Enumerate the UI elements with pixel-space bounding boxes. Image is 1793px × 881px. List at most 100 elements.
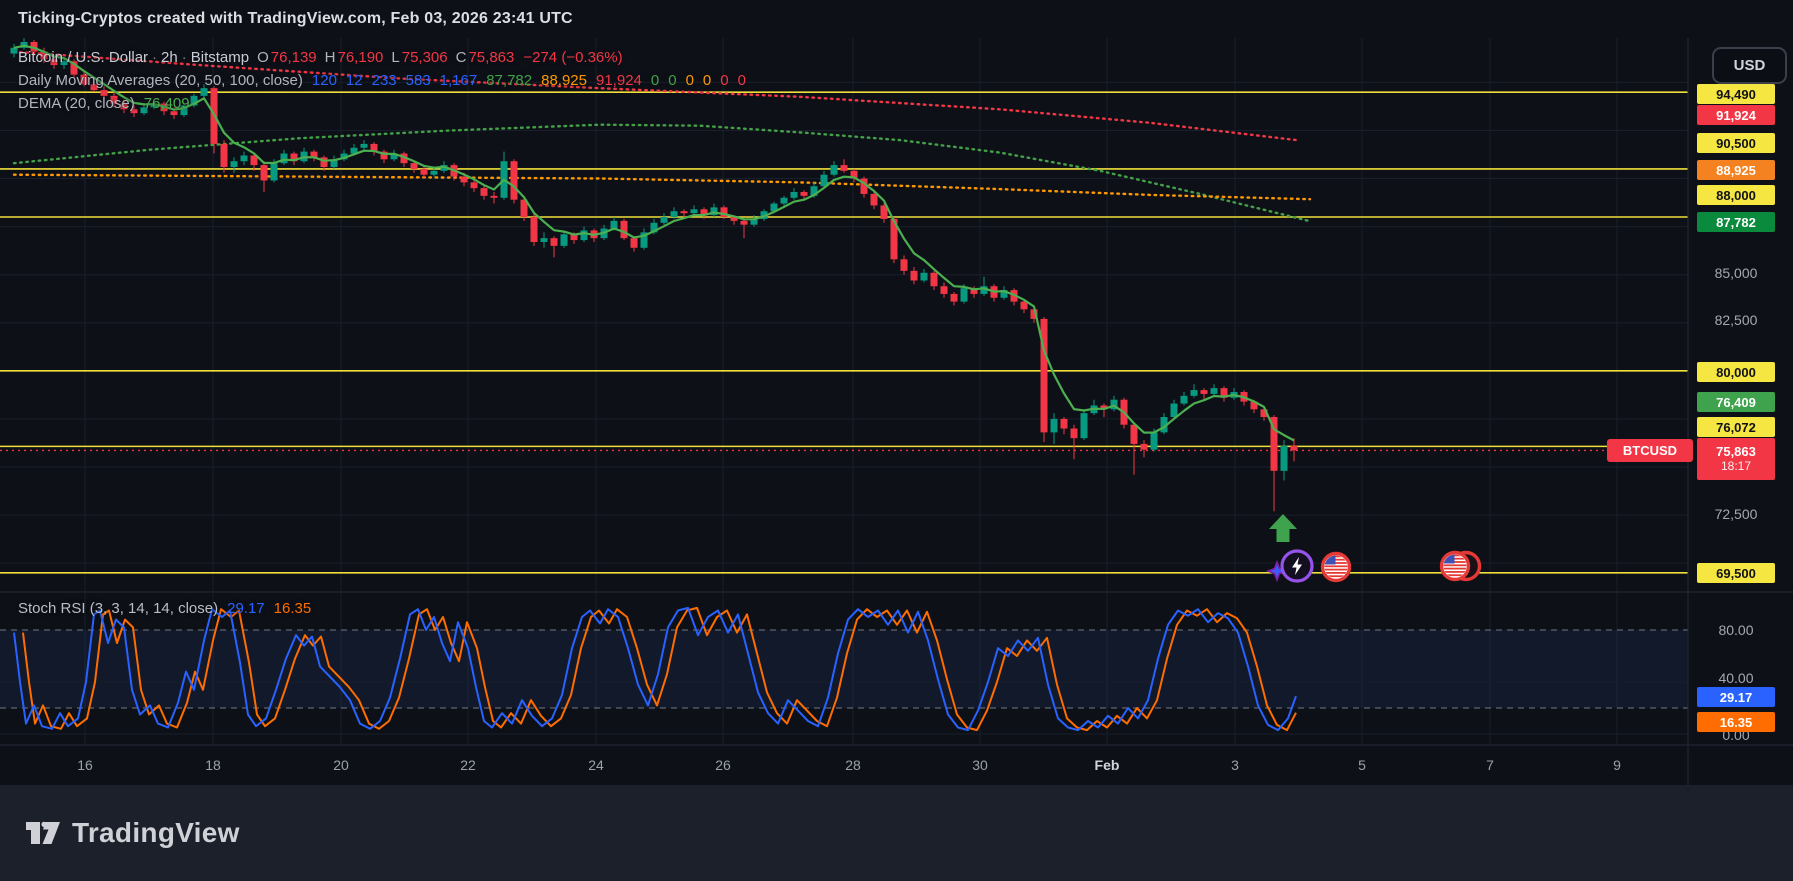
candle <box>890 218 898 260</box>
price-badge: 91,924 <box>1697 105 1775 125</box>
candle <box>650 222 658 233</box>
candle <box>250 155 258 166</box>
us-flag-icon <box>1443 557 1467 560</box>
ma-legend-row[interactable]: Daily Moving Averages (20, 50, 100, clos… <box>18 69 746 92</box>
tradingview-logo-icon <box>26 821 60 844</box>
lightning-event-icon[interactable] <box>1280 549 1314 583</box>
candle <box>710 207 718 216</box>
candle <box>560 234 568 246</box>
interval-label: 2h <box>161 49 178 66</box>
ma-value: 583 <box>405 72 431 89</box>
candle <box>1060 418 1068 429</box>
ma-value: 0 <box>702 72 712 89</box>
candle <box>1210 388 1218 394</box>
candle <box>1130 424 1138 444</box>
us-flag-icon <box>1324 565 1348 568</box>
candle <box>750 218 758 225</box>
candle <box>720 207 728 217</box>
candle <box>800 192 808 196</box>
us-flag-icon <box>1324 558 1348 561</box>
price-badge: 16.35 <box>1697 712 1775 732</box>
candle <box>540 238 548 242</box>
price-badge: 88,000 <box>1697 185 1775 205</box>
stoch-k-value: 29.17 <box>227 600 265 617</box>
candle <box>1150 432 1158 450</box>
candle <box>420 168 428 175</box>
candle <box>1030 309 1038 319</box>
ma-value: 233 <box>371 72 397 89</box>
ma-value: 88,925 <box>541 72 587 89</box>
us-flag-icon <box>1443 574 1467 577</box>
us-flag-icon <box>1324 572 1348 574</box>
candle <box>550 238 558 246</box>
candle <box>340 153 348 160</box>
candle <box>1110 399 1118 410</box>
candle <box>360 143 368 148</box>
candle <box>1100 405 1108 410</box>
ohlc-key: H <box>324 49 336 66</box>
candle <box>780 197 788 204</box>
stoch-rsi-legend[interactable]: Stoch RSI (3, 3, 14, 14, close) 29.17 16.3… <box>18 600 311 617</box>
candle <box>980 286 988 294</box>
candle <box>1070 428 1078 439</box>
us-flag-icon <box>1443 571 1467 573</box>
candle <box>470 182 478 189</box>
ma-value: 91,924 <box>596 72 642 89</box>
ohlc-value: 75,306 <box>401 49 448 66</box>
stoch-d-value: 16.35 <box>273 600 312 617</box>
candle <box>570 234 578 241</box>
time-scale-label: 18 <box>205 757 221 773</box>
stoch-study-label: Stoch RSI (3, 3, 14, 14, close) <box>18 600 219 617</box>
time-scale-label: 28 <box>845 757 861 773</box>
dema-legend-row[interactable]: DEMA (20, close) 76,409 <box>18 92 746 115</box>
candle <box>330 159 338 167</box>
price-scale-label: 40.00 <box>1718 670 1754 686</box>
currency-toggle-button[interactable]: USD <box>1712 47 1787 84</box>
ma-value: 120 <box>311 72 337 89</box>
candle <box>840 165 848 171</box>
ma-value: 0 <box>720 72 729 89</box>
price-badge: 94,490 <box>1697 84 1775 104</box>
stoch-k-line <box>13 606 1297 732</box>
ohlc-key: O <box>257 49 269 66</box>
candle <box>40 51 48 60</box>
candle <box>90 84 98 91</box>
candle <box>10 47 18 54</box>
candle <box>1250 401 1258 410</box>
ma-value: 0 <box>650 72 660 89</box>
ohlc-value: 76,139 <box>270 49 317 66</box>
economic-event-flag-icon[interactable] <box>1320 551 1352 583</box>
candle <box>380 151 388 160</box>
tradingview-brand[interactable]: TradingView <box>24 816 240 850</box>
us-flag-icon <box>1443 567 1467 570</box>
ma-value: 12 <box>345 72 363 89</box>
buy-arrow-marker[interactable] <box>1269 514 1297 542</box>
candle <box>140 107 148 114</box>
candle <box>510 161 518 200</box>
candle <box>1290 445 1298 451</box>
price-badge: 90,500 <box>1697 133 1775 153</box>
candle <box>480 188 488 196</box>
candle <box>1050 418 1058 433</box>
candle <box>680 211 688 214</box>
candle <box>270 163 278 181</box>
candle <box>230 161 238 167</box>
candle <box>280 153 288 164</box>
ma-value: 1,167 <box>439 72 478 89</box>
time-scale-label: 16 <box>77 757 93 773</box>
candle <box>370 143 378 152</box>
candle <box>490 195 498 198</box>
price-scale-label: 72,500 <box>1714 506 1758 522</box>
ohlc-value: 76,190 <box>337 49 384 66</box>
price-badge: 80,000 <box>1697 362 1775 382</box>
price-scale-label: 80.00 <box>1718 622 1754 638</box>
candle <box>1000 290 1008 298</box>
economic-event-flag-double-icon[interactable] <box>1439 550 1471 582</box>
candle <box>50 59 58 66</box>
ma-value: 0 <box>668 72 677 89</box>
symbol-legend-row[interactable]: Bitcoin / U.S. Dollar · 2h · Bitstamp O 76,139… <box>18 46 746 69</box>
candle <box>930 272 938 287</box>
candle <box>170 111 178 116</box>
candle <box>430 170 438 175</box>
